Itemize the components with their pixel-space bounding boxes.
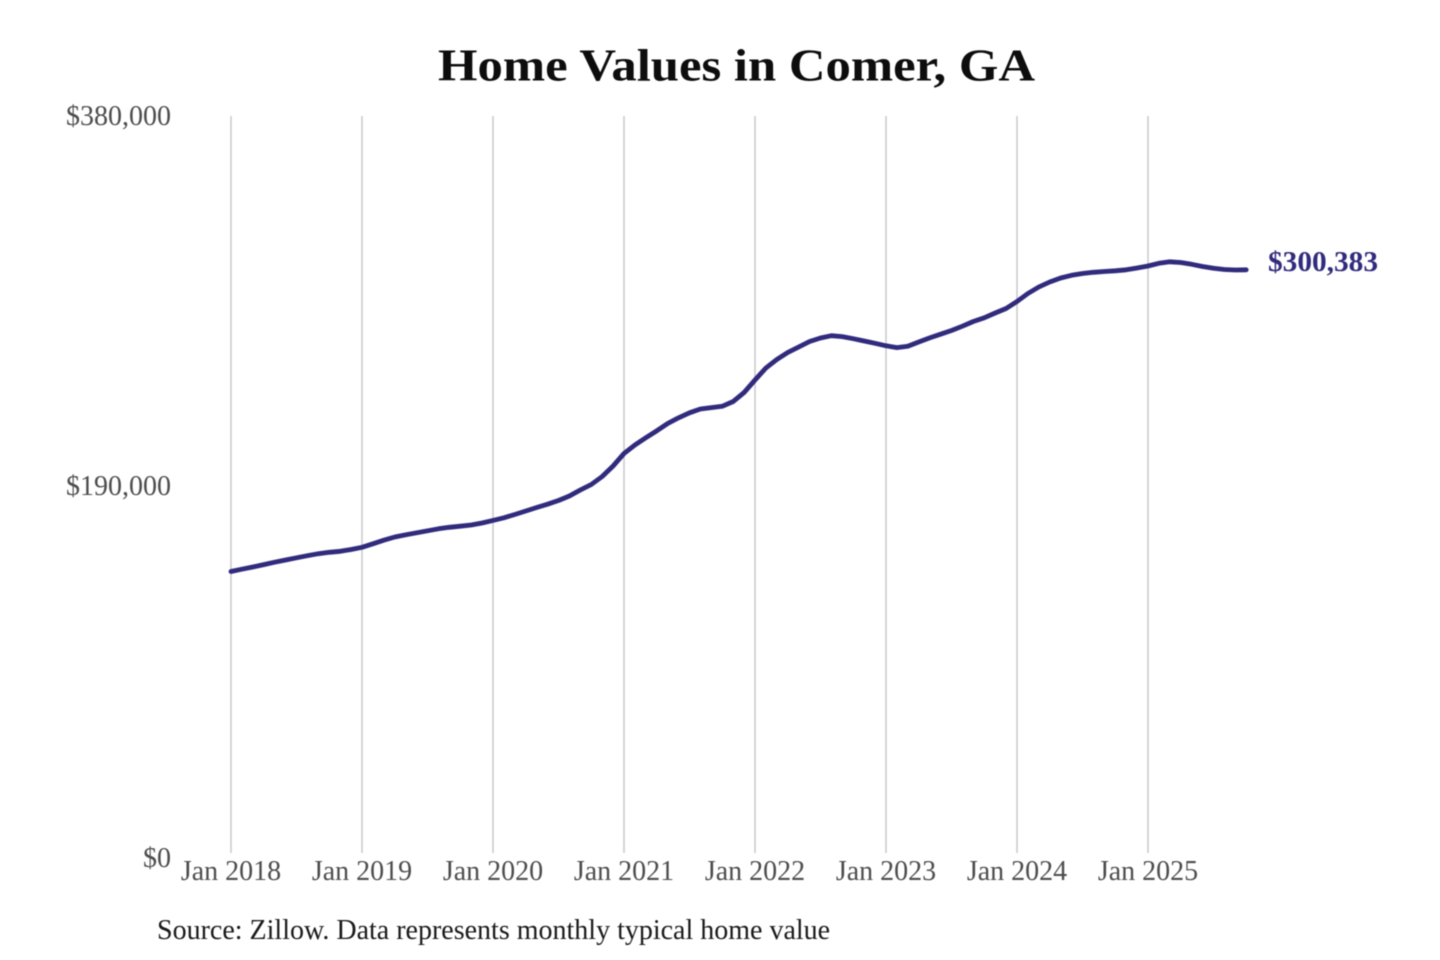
svg-text:Jan 2024: Jan 2024 xyxy=(967,856,1067,887)
svg-text:Jan 2018: Jan 2018 xyxy=(181,856,281,887)
svg-text:Jan 2022: Jan 2022 xyxy=(705,856,805,887)
svg-text:$190,000: $190,000 xyxy=(66,471,171,502)
svg-text:$300,383: $300,383 xyxy=(1268,247,1378,278)
svg-text:Jan 2023: Jan 2023 xyxy=(836,856,936,887)
svg-text:$380,000: $380,000 xyxy=(66,101,171,132)
svg-text:Jan 2025: Jan 2025 xyxy=(1098,856,1198,887)
svg-text:Source: Zillow. Data represent: Source: Zillow. Data represents monthly … xyxy=(157,915,830,946)
svg-text:Jan 2020: Jan 2020 xyxy=(443,856,543,887)
svg-text:Jan 2021: Jan 2021 xyxy=(574,856,674,887)
svg-text:Jan 2019: Jan 2019 xyxy=(312,856,412,887)
svg-text:$0: $0 xyxy=(143,843,171,874)
svg-text:Home Values in Comer, GA: Home Values in Comer, GA xyxy=(438,41,1036,91)
